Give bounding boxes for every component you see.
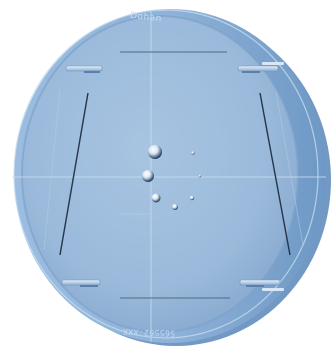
frame-left-line [59,92,89,256]
clamp-bottom-left [61,279,101,287]
rim-edge-highlight [13,9,319,339]
water-droplet-icon [172,204,178,210]
faint-light-streak [43,89,61,251]
top-engraving: Dohan [130,11,163,24]
water-droplet-icon [189,195,195,201]
water-droplet-icon [151,193,161,203]
water-droplet-icon [142,170,154,182]
water-droplet-icon [198,174,202,178]
window-face-shadow [21,15,299,333]
water-droplet-icon [191,151,195,155]
faint-light-streak-right [275,91,304,246]
clamp-bottom-right [239,279,284,291]
frame-right-line [259,92,291,256]
water-droplet-icon [148,145,162,159]
clamp-top-right [237,62,284,73]
window-face [22,16,298,332]
clamp-top-left [65,65,103,73]
bottom-engraving: S65S62-XXX [123,327,175,338]
